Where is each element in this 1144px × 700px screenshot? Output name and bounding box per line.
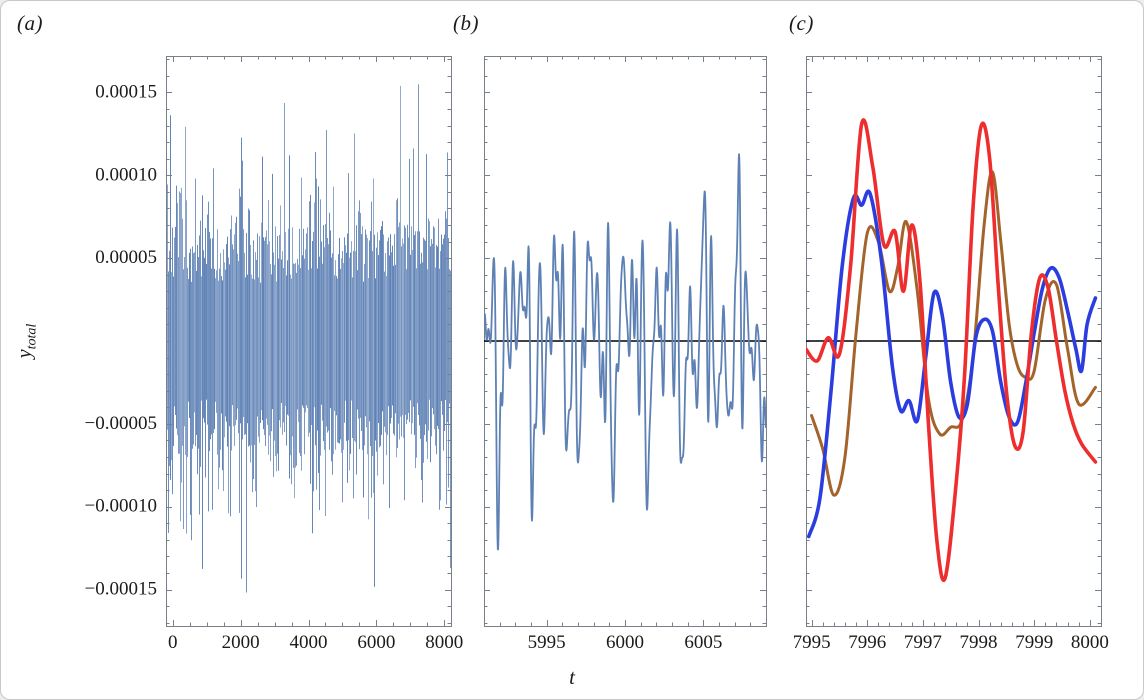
y-axis-label-main: y <box>13 349 36 359</box>
panel-a-canvas <box>41 43 473 683</box>
y-axis-label: ytotal <box>14 324 41 359</box>
panel-b-canvas <box>474 43 784 683</box>
panel-c-canvas <box>794 43 1119 683</box>
y-axis-label-sub: total <box>24 323 40 350</box>
panel-c-label: (c) <box>789 11 814 35</box>
panel-b-label: (b) <box>453 11 479 35</box>
panel-a-label: (a) <box>17 11 43 35</box>
